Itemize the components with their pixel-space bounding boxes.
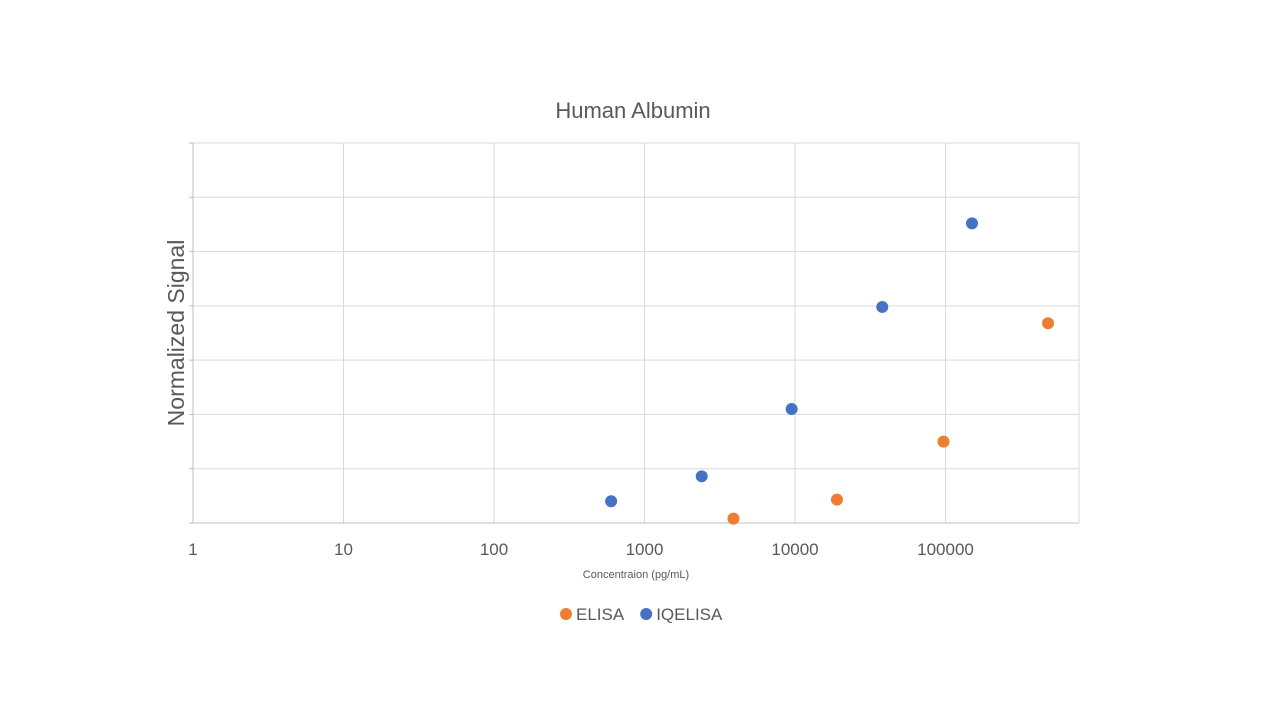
legend-label: IQELISA [656, 605, 723, 624]
data-point-iqelisa [605, 495, 618, 508]
x-tick-label: 1 [188, 540, 197, 559]
legend-marker-iqelisa [640, 608, 653, 620]
data-point-iqelisa [966, 217, 979, 230]
data-point-elisa [1042, 317, 1055, 330]
x-tick-label: 10000 [771, 540, 818, 559]
x-tick-label: 10 [334, 540, 353, 559]
data-point-iqelisa [785, 403, 798, 415]
y-axis-label: Normalized Signal [163, 240, 189, 427]
legend: ELISA IQELISA [560, 605, 723, 624]
data-point-elisa [937, 435, 950, 448]
plot-axes [192, 143, 1079, 524]
data-point-iqelisa [695, 470, 708, 483]
data-point-elisa [830, 493, 843, 506]
legend-marker-elisa [560, 608, 572, 620]
x-tick-label: 1000 [626, 540, 664, 559]
chart-title: Human Albumin [555, 98, 710, 123]
data-point-iqelisa [876, 300, 889, 313]
x-axis-label: Concentraion (pg/mL) [583, 569, 689, 581]
data-points [605, 217, 1055, 525]
x-tick-label: 100 [480, 540, 508, 559]
gridlines [189, 142, 1080, 524]
x-tick-label: 100000 [917, 540, 974, 559]
x-tick-labels: 1 10 100 1000 10000 100000 [188, 540, 974, 559]
legend-label: ELISA [576, 605, 625, 624]
data-point-elisa [727, 512, 740, 525]
